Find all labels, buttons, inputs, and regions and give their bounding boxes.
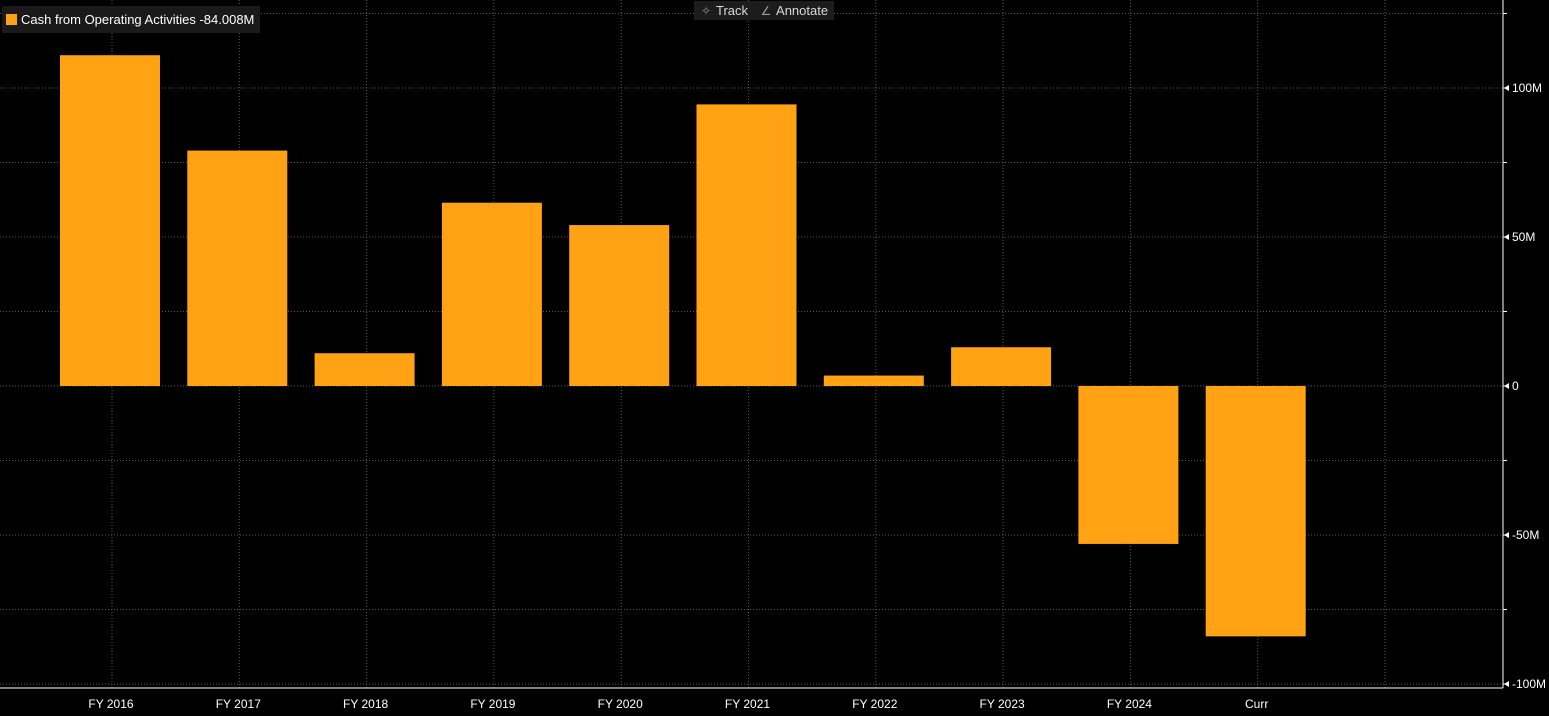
y-tick-label: 0 <box>1512 379 1519 393</box>
x-tick-label: FY 2023 <box>980 697 1025 711</box>
bar <box>696 104 797 386</box>
y-tick-marker <box>1504 681 1509 687</box>
bar <box>314 353 415 386</box>
bar <box>441 202 542 386</box>
bar <box>1205 386 1306 637</box>
bar <box>569 225 670 386</box>
y-tick-label: -100M <box>1512 677 1546 691</box>
x-tick-label: FY 2022 <box>852 697 897 711</box>
bar <box>187 150 288 386</box>
pencil-icon: ∠ <box>760 3 772 18</box>
annotate-button[interactable]: ∠ Annotate <box>754 1 834 20</box>
legend-swatch <box>6 14 17 25</box>
crosshair-icon: ✧ <box>700 3 712 18</box>
y-tick-label: 50M <box>1512 230 1535 244</box>
x-tick-label: FY 2020 <box>598 697 643 711</box>
chart-toolbar: ✧ Track ∠ Annotate <box>694 1 835 20</box>
x-tick-label: FY 2018 <box>343 697 388 711</box>
y-tick-marker <box>1504 85 1509 91</box>
legend[interactable]: Cash from Operating Activities -84.008M <box>2 6 261 33</box>
y-tick-marker <box>1504 383 1509 389</box>
x-tick-label: FY 2017 <box>216 697 261 711</box>
track-label: Track <box>716 3 749 18</box>
bar <box>1078 386 1179 544</box>
legend-label: Cash from Operating Activities -84.008M <box>21 12 255 27</box>
x-tick-label: FY 2016 <box>88 697 133 711</box>
track-button[interactable]: ✧ Track <box>694 1 754 20</box>
x-tick-label: FY 2021 <box>725 697 770 711</box>
annotate-label: Annotate <box>776 3 829 18</box>
y-tick-label: -50M <box>1512 528 1539 542</box>
bar <box>60 55 160 386</box>
y-tick-marker <box>1504 532 1509 538</box>
y-tick-label: 100M <box>1512 81 1542 95</box>
x-tick-label: Curr <box>1245 697 1268 711</box>
x-tick-label: FY 2019 <box>470 697 515 711</box>
bar <box>823 375 924 386</box>
x-tick-label: FY 2024 <box>1107 697 1152 711</box>
bar <box>951 347 1052 386</box>
y-tick-marker <box>1504 234 1509 240</box>
